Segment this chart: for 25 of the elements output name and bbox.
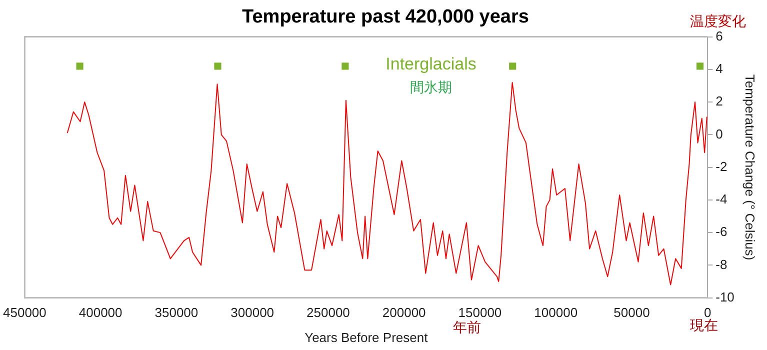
y-tick-label: -2: [716, 158, 728, 174]
y-tick-label: -4: [716, 192, 728, 207]
x-axis-title: Years Before Present: [304, 330, 428, 345]
y-tick-label: 6: [716, 28, 723, 44]
x-tick-label: 350000: [154, 305, 198, 320]
x-tick-label: 450000: [2, 305, 46, 320]
x-tick-label: 250000: [306, 305, 350, 320]
x-tick-label: 150000: [458, 305, 502, 320]
x-tick-label: 200000: [382, 305, 426, 320]
text: 温度変化: [690, 12, 746, 29]
series-label: Interglacials: [386, 54, 476, 74]
x-tick-label: 50000: [614, 305, 650, 320]
x-tick-label: 100000: [534, 305, 578, 320]
y-tick-label: 4: [716, 61, 723, 76]
annotation: 間氷期: [410, 78, 452, 95]
x-tick-label: 300000: [230, 305, 274, 320]
text: 年前: [453, 318, 481, 335]
y-tick-label: 0: [716, 126, 723, 142]
y-tick-label: 2: [716, 94, 723, 109]
x-tick-label: 400000: [78, 305, 122, 320]
chart-title: Temperature past 420,000 years: [242, 6, 529, 28]
y-tick-label: -10: [716, 289, 734, 304]
y-tick-label: -6: [716, 224, 728, 240]
y-tick-label: -8: [716, 256, 728, 272]
y-axis-title: Temperature Change (° Celsius): [742, 74, 758, 260]
